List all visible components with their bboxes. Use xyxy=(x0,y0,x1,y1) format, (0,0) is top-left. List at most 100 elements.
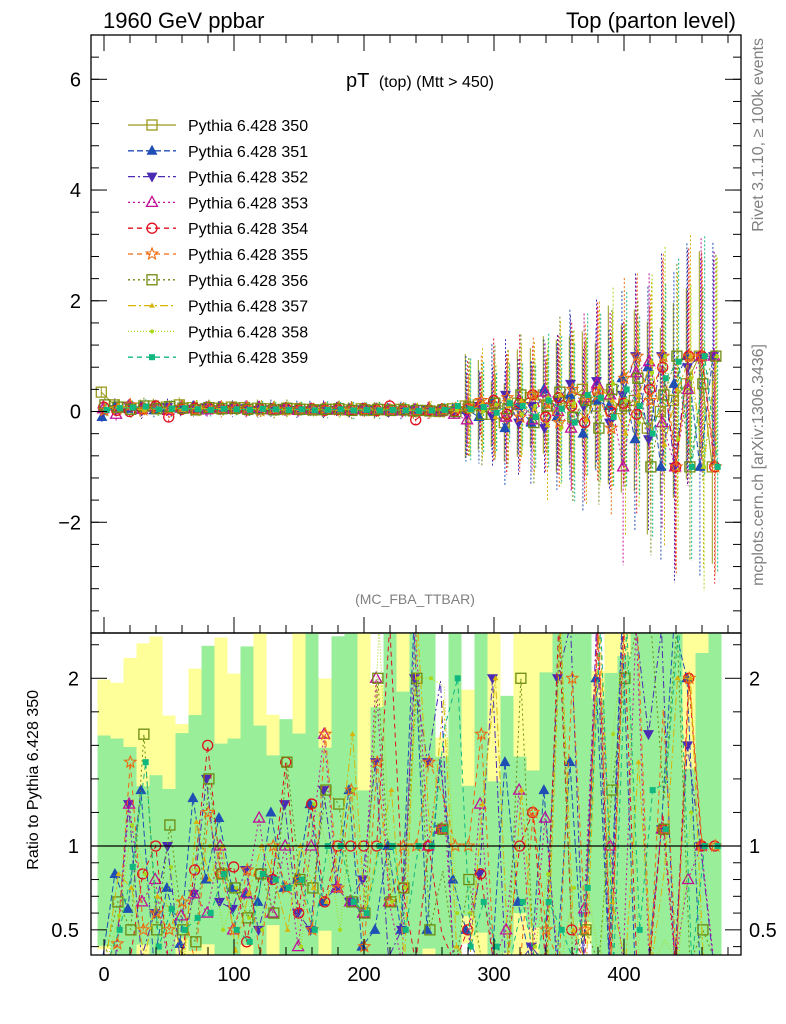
ratio-point xyxy=(190,936,202,948)
data-point xyxy=(376,407,383,414)
data-point xyxy=(611,381,616,386)
data-point xyxy=(565,379,576,390)
legend-label: Pythia 6.428 355 xyxy=(188,247,308,264)
ratio-point xyxy=(552,674,563,685)
ratio-point xyxy=(479,801,486,807)
data-point xyxy=(631,408,643,420)
data-point xyxy=(648,358,655,364)
ratio-point xyxy=(228,861,240,873)
ratio-point xyxy=(206,876,213,882)
x-tick-label: 300 xyxy=(477,964,510,986)
ratio-point xyxy=(565,670,580,685)
data-point xyxy=(428,407,435,414)
ratio-ticks: 0.5 0.5 1 1 2 2 0 100 200 300 400 xyxy=(51,644,777,986)
ratio-band-green xyxy=(448,633,462,955)
legend-label: Pythia 6.428 350 xyxy=(188,118,308,135)
data-point xyxy=(116,405,123,412)
ratio-point xyxy=(128,884,135,890)
data-point xyxy=(311,407,318,414)
ratio-point xyxy=(306,798,318,810)
ratio-point xyxy=(117,913,122,918)
data-point xyxy=(281,402,293,414)
legend-item: Pythia 6.428 351 xyxy=(128,144,308,161)
ratio-band-green xyxy=(656,633,670,955)
data-point xyxy=(532,414,539,421)
data-point xyxy=(629,365,643,378)
data-point xyxy=(629,433,641,444)
data-point xyxy=(552,415,567,429)
data-point xyxy=(441,406,448,413)
ratio-point xyxy=(674,675,681,681)
ratio-point xyxy=(148,872,162,885)
ratio-point xyxy=(687,675,694,681)
ratio-point xyxy=(580,924,592,936)
ratio-point xyxy=(493,943,500,950)
legend-item: Pythia 6.428 357 xyxy=(128,299,308,316)
legend-item: Pythia 6.428 353 xyxy=(128,195,308,212)
ratio-point xyxy=(154,893,161,899)
ratio-point xyxy=(194,914,201,921)
ratio-point xyxy=(461,838,476,852)
ratio-point xyxy=(143,871,148,876)
legend: Pythia 6.428 350 Pythia 6.428 351 Pythia 6… xyxy=(128,118,308,367)
y-tick-label: −2 xyxy=(58,512,81,534)
ratio-point xyxy=(130,823,135,828)
ratio-point xyxy=(304,838,318,851)
data-point xyxy=(616,459,630,472)
data-point xyxy=(630,348,645,363)
ratio-point xyxy=(252,810,266,823)
ratio-point xyxy=(266,838,281,852)
legend-marker xyxy=(146,119,158,131)
legend-item: Pythia 6.428 356 xyxy=(128,273,308,290)
data-point xyxy=(687,353,694,359)
data-point xyxy=(194,406,201,413)
ratio-band-green xyxy=(565,633,579,955)
data-point xyxy=(583,416,590,422)
ratio-point xyxy=(164,819,176,831)
data-point xyxy=(298,406,305,413)
ratio-point xyxy=(312,802,317,807)
data-point xyxy=(499,422,511,433)
data-point xyxy=(684,461,696,473)
plot-title-main: pT xyxy=(346,70,369,92)
ratio-point xyxy=(138,728,150,740)
data-point xyxy=(220,405,227,412)
data-point xyxy=(372,403,384,415)
ratio-point xyxy=(350,898,357,905)
data-point xyxy=(644,383,656,396)
data-point xyxy=(246,406,253,413)
ratio-point xyxy=(635,759,642,765)
data-point xyxy=(544,422,551,428)
ratio-band-green xyxy=(552,633,566,955)
ratio-band-green xyxy=(331,636,345,955)
ratio-point xyxy=(122,796,136,809)
ratio-band-green xyxy=(383,633,397,955)
ratio-reference-bands xyxy=(97,633,722,955)
ratio-point xyxy=(370,754,385,769)
ratio-point xyxy=(307,882,319,894)
data-point xyxy=(363,406,370,413)
ratio-point xyxy=(658,823,670,835)
ratio-point xyxy=(475,868,487,880)
data-point xyxy=(229,402,241,414)
ratio-point xyxy=(411,672,423,684)
data-point xyxy=(663,354,668,359)
legend-label: Pythia 6.428 359 xyxy=(188,350,308,367)
data-point xyxy=(473,411,485,422)
ratio-y-tick-label: 2 xyxy=(68,668,79,690)
ratio-point xyxy=(448,838,463,852)
ratio-point xyxy=(388,787,395,793)
x-tick-label: 100 xyxy=(217,964,250,986)
ratio-point xyxy=(570,926,577,932)
data-point xyxy=(636,402,643,409)
mcplots-label: mcplots.cern.ch [arXiv:1306.3436] xyxy=(750,344,767,586)
data-point xyxy=(479,400,486,406)
data-point xyxy=(565,381,580,396)
data-point xyxy=(558,405,565,412)
ratio-point xyxy=(142,759,149,766)
ratio-point xyxy=(112,896,124,908)
ratio-point xyxy=(499,922,513,935)
ratio-line xyxy=(107,633,704,955)
data-point xyxy=(324,406,331,413)
ratio-point xyxy=(697,924,709,936)
